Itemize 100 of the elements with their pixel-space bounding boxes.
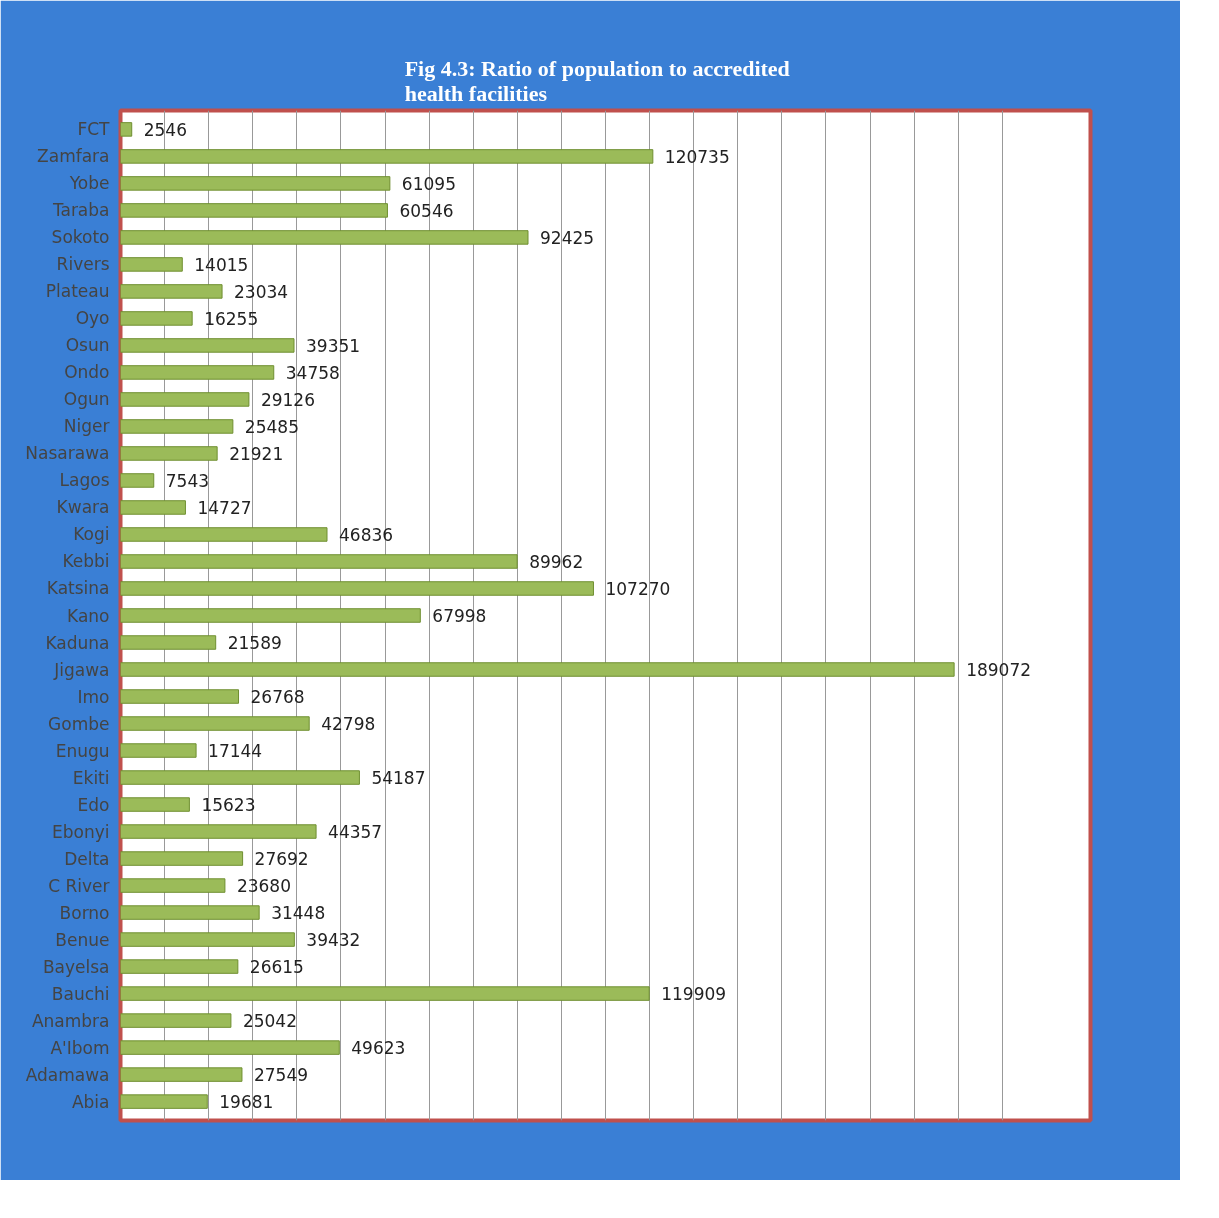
bar xyxy=(120,473,155,488)
y-tick-label: Oyo xyxy=(75,308,110,329)
bar xyxy=(120,716,310,731)
data-label: 119909 xyxy=(661,984,727,1005)
bar xyxy=(120,1067,243,1082)
y-tick-label: Ekiti xyxy=(72,767,110,788)
bar xyxy=(120,986,650,1001)
data-label: 67998 xyxy=(432,606,487,626)
data-label: 27692 xyxy=(254,849,309,870)
y-tick-label: Katsina xyxy=(46,578,110,599)
bar xyxy=(120,689,240,704)
bar xyxy=(120,500,186,515)
data-label: 39432 xyxy=(306,930,361,951)
data-label: 34758 xyxy=(285,362,340,383)
data-label: 17144 xyxy=(208,741,263,762)
data-label: 7543 xyxy=(165,470,210,491)
y-tick-label: Ogun xyxy=(63,389,110,410)
data-label: 14727 xyxy=(197,497,252,518)
y-tick-label: Niger xyxy=(63,416,110,437)
bar xyxy=(120,446,218,461)
data-label: 49623 xyxy=(351,1038,406,1059)
y-tick-label: Nasarawa xyxy=(25,443,110,464)
y-tick-label: Zamfara xyxy=(37,146,110,167)
y-tick-label: Gombe xyxy=(48,713,110,734)
bar xyxy=(120,905,260,920)
bar xyxy=(120,230,529,245)
data-label: 2546 xyxy=(143,119,187,140)
bar xyxy=(120,608,421,623)
bar xyxy=(120,284,223,299)
data-label: 42798 xyxy=(321,714,376,735)
bar xyxy=(120,743,197,758)
bar xyxy=(120,149,654,164)
bar xyxy=(120,1094,208,1109)
y-tick-label: Ebonyi xyxy=(52,821,110,842)
bar xyxy=(120,851,244,866)
bar xyxy=(120,581,594,596)
bar xyxy=(120,419,234,434)
bar xyxy=(120,176,391,191)
y-tick-label: Taraba xyxy=(51,200,110,221)
bar xyxy=(120,203,388,218)
bar xyxy=(120,338,295,353)
data-label: 54187 xyxy=(371,768,426,789)
y-tick-label: C River xyxy=(48,875,110,896)
data-label: 44357 xyxy=(328,822,383,843)
data-label: 120735 xyxy=(664,146,730,167)
y-tick-label: Imo xyxy=(77,686,110,707)
data-label: 19681 xyxy=(219,1092,274,1113)
data-label: 61095 xyxy=(401,173,456,194)
bar xyxy=(120,257,183,272)
y-tick-label: Abia xyxy=(71,1091,110,1112)
chart-title: Fig 4.3: Ratio of population to accredited health facilities xyxy=(404,55,790,106)
y-tick-label: Rivers xyxy=(56,254,110,275)
bar xyxy=(120,392,250,407)
y-tick-label: Delta xyxy=(64,848,110,869)
bar xyxy=(120,878,226,893)
data-label: 25485 xyxy=(244,416,299,437)
y-tick-label: Lagos xyxy=(59,470,110,491)
bar xyxy=(120,365,275,380)
data-label: 31448 xyxy=(271,903,326,924)
data-label: 21589 xyxy=(227,633,282,654)
y-tick-label: A'Ibom xyxy=(50,1037,110,1058)
bar xyxy=(120,122,133,137)
y-tick-label: Bauchi xyxy=(51,983,110,1004)
data-label: 27549 xyxy=(253,1065,309,1086)
y-tick-label: Kano xyxy=(67,605,110,626)
data-label: 39351 xyxy=(306,335,361,356)
y-tick-label: Kogi xyxy=(73,524,110,545)
bar xyxy=(120,770,360,785)
bar xyxy=(120,797,190,812)
data-label: 16255 xyxy=(204,308,259,329)
data-label: 23034 xyxy=(234,281,289,302)
y-tick-label: Osun xyxy=(65,335,110,356)
data-label: 21921 xyxy=(229,443,284,464)
y-tick-label: Edo xyxy=(77,794,110,815)
y-tick-label: Anambra xyxy=(31,1010,110,1031)
data-label: 25042 xyxy=(242,1011,298,1032)
y-tick-label: Kaduna xyxy=(45,632,110,653)
bar xyxy=(120,311,193,326)
y-tick-label: Plateau xyxy=(45,281,110,302)
data-label: 92425 xyxy=(540,227,595,248)
bar xyxy=(120,1040,340,1055)
y-tick-label: Jigawa xyxy=(53,659,110,680)
bar xyxy=(120,959,239,974)
bar xyxy=(120,662,955,677)
data-label: 107270 xyxy=(605,578,671,599)
data-label: 26768 xyxy=(250,687,305,708)
y-tick-label: Yobe xyxy=(68,173,110,194)
y-tick-label: Kebbi xyxy=(62,551,110,572)
y-tick-label: Bayelsa xyxy=(42,956,110,977)
y-tick-label: FCT xyxy=(77,119,111,140)
bar xyxy=(120,635,217,650)
data-label: 46836 xyxy=(339,524,394,545)
data-label: 189072 xyxy=(966,660,1032,681)
y-tick-label: Kwara xyxy=(56,497,110,518)
y-tick-label: Borno xyxy=(59,902,110,923)
y-tick-label: Sokoto xyxy=(51,227,110,248)
data-label: 23680 xyxy=(236,876,291,897)
data-label: 60546 xyxy=(399,200,454,221)
data-label: 29126 xyxy=(260,389,316,410)
bar xyxy=(120,554,518,569)
